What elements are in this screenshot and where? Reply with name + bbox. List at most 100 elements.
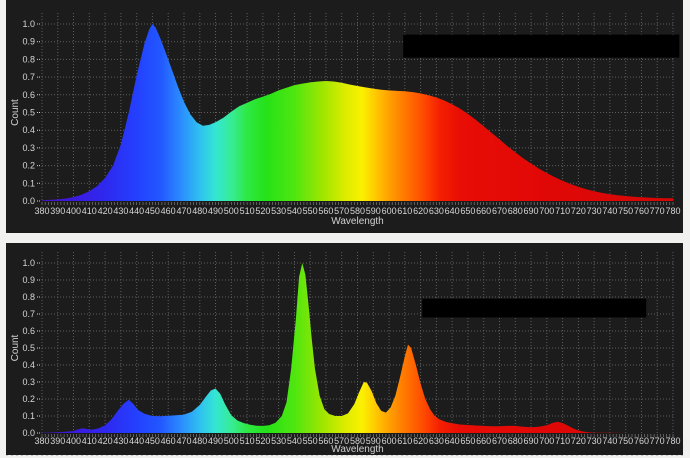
bottom-edge-dots bbox=[6, 455, 683, 456]
x-tick-label: 420 bbox=[98, 436, 113, 446]
y-tick-label: 0.1 bbox=[22, 411, 35, 421]
x-tick-label: 570 bbox=[334, 436, 349, 446]
x-tick-label: 600 bbox=[382, 436, 397, 446]
x-minor-ticks bbox=[41, 202, 674, 205]
x-tick-label: 600 bbox=[382, 206, 397, 216]
x-tick-label: 480 bbox=[192, 206, 207, 216]
y-tick-label: 1.0 bbox=[22, 258, 35, 268]
x-axis-title: Wavelength bbox=[331, 444, 383, 455]
bottom-spectrum-panel: 0.0 0.1 0.2 0.3 0.4 0.5 0.6 0.7 0.8 0.9 1.0 380 390 4… bbox=[6, 243, 683, 455]
x-tick-label: 690 bbox=[523, 436, 538, 446]
spectrum-area bbox=[42, 263, 673, 433]
y-tick-label: 0.6 bbox=[22, 326, 35, 336]
x-tick-label: 620 bbox=[413, 206, 428, 216]
x-tick-label: 640 bbox=[445, 206, 460, 216]
x-minor-ticks bbox=[41, 434, 674, 437]
y-tick-label: 1.0 bbox=[22, 19, 35, 29]
x-tick-label: 710 bbox=[555, 436, 570, 446]
x-tick-label: 580 bbox=[350, 206, 365, 216]
x-tick-label: 720 bbox=[571, 436, 586, 446]
x-tick-label: 470 bbox=[176, 206, 191, 216]
x-tick-label: 730 bbox=[587, 206, 602, 216]
x-tick-label: 480 bbox=[192, 436, 207, 446]
spectrum-area bbox=[42, 24, 673, 201]
x-tick-label: 380 bbox=[34, 436, 49, 446]
x-tick-label: 550 bbox=[303, 206, 318, 216]
x-tick-label: 550 bbox=[303, 436, 318, 446]
y-tick-label: 0.4 bbox=[22, 360, 35, 370]
x-tick-label: 530 bbox=[271, 436, 286, 446]
x-tick-label: 650 bbox=[460, 206, 475, 216]
x-tick-label: 430 bbox=[113, 436, 128, 446]
x-tick-label: 450 bbox=[145, 206, 160, 216]
x-tick-label: 660 bbox=[476, 206, 491, 216]
x-tick-label: 510 bbox=[240, 436, 255, 446]
x-tick-label: 460 bbox=[161, 206, 176, 216]
x-tick-label: 660 bbox=[476, 436, 491, 446]
y-tick-label: 0.9 bbox=[22, 275, 35, 285]
x-tick-label: 460 bbox=[161, 436, 176, 446]
x-tick-label: 420 bbox=[98, 206, 113, 216]
x-tick-label: 590 bbox=[366, 436, 381, 446]
x-tick-label: 500 bbox=[224, 436, 239, 446]
x-tick-label: 520 bbox=[255, 206, 270, 216]
x-tick-label: 770 bbox=[650, 206, 665, 216]
x-tick-label: 610 bbox=[397, 436, 412, 446]
x-tick-label: 540 bbox=[287, 436, 302, 446]
x-tick-label: 560 bbox=[318, 206, 333, 216]
x-tick-label: 440 bbox=[129, 436, 144, 446]
x-tick-label: 700 bbox=[539, 436, 554, 446]
x-tick-label: 760 bbox=[634, 436, 649, 446]
top-spectrum-panel: 0.0 0.1 0.2 0.3 0.4 0.5 0.6 0.7 0.8 0.9 1.0 380 390 4… bbox=[6, 0, 683, 233]
y-axis-title: Count bbox=[10, 334, 21, 361]
x-tick-label: 580 bbox=[350, 436, 365, 446]
x-tick-label: 440 bbox=[129, 206, 144, 216]
y-tick-label: 0.6 bbox=[22, 90, 35, 100]
x-tick-label: 700 bbox=[539, 206, 554, 216]
x-tick-label: 740 bbox=[602, 436, 617, 446]
y-tick-label: 0.0 bbox=[22, 428, 35, 438]
y-tick-label: 0.3 bbox=[22, 377, 35, 387]
x-tick-label: 780 bbox=[665, 436, 680, 446]
x-axis-title: Wavelength bbox=[331, 216, 383, 227]
y-tick-label: 0.8 bbox=[22, 292, 35, 302]
y-tick-label: 0.2 bbox=[22, 161, 35, 171]
x-tick-label: 380 bbox=[34, 206, 49, 216]
redacted-legend-box bbox=[422, 298, 647, 318]
y-tick-label: 0.8 bbox=[22, 54, 35, 64]
x-tick-label: 390 bbox=[50, 436, 65, 446]
x-tick-label: 530 bbox=[271, 206, 286, 216]
x-tick-label: 710 bbox=[555, 206, 570, 216]
x-tick-label: 500 bbox=[224, 206, 239, 216]
x-tick-label: 640 bbox=[445, 436, 460, 446]
x-tick-label: 650 bbox=[460, 436, 475, 446]
x-tick-label: 410 bbox=[82, 436, 97, 446]
x-tick-label: 400 bbox=[66, 206, 81, 216]
x-tick-label: 690 bbox=[523, 206, 538, 216]
y-axis-title: Count bbox=[10, 99, 21, 126]
x-tick-label: 510 bbox=[240, 206, 255, 216]
x-tick-label: 670 bbox=[492, 206, 507, 216]
x-tick-label: 620 bbox=[413, 436, 428, 446]
x-tick-label: 670 bbox=[492, 436, 507, 446]
x-tick-label: 760 bbox=[634, 206, 649, 216]
y-tick-label: 0.7 bbox=[22, 72, 35, 82]
y-tick-label: 0.1 bbox=[22, 178, 35, 188]
x-tick-label: 730 bbox=[587, 436, 602, 446]
x-tick-label: 470 bbox=[176, 436, 191, 446]
y-tick-label: 0.9 bbox=[22, 37, 35, 47]
x-tick-label: 630 bbox=[429, 206, 444, 216]
x-tick-label: 750 bbox=[618, 436, 633, 446]
x-tick-label: 430 bbox=[113, 206, 128, 216]
x-tick-label: 740 bbox=[602, 206, 617, 216]
x-tick-label: 390 bbox=[50, 206, 65, 216]
x-tick-label: 630 bbox=[429, 436, 444, 446]
x-tick-label: 750 bbox=[618, 206, 633, 216]
x-tick-label: 680 bbox=[508, 436, 523, 446]
x-tick-label: 770 bbox=[650, 436, 665, 446]
y-tick-label: 0.7 bbox=[22, 309, 35, 319]
